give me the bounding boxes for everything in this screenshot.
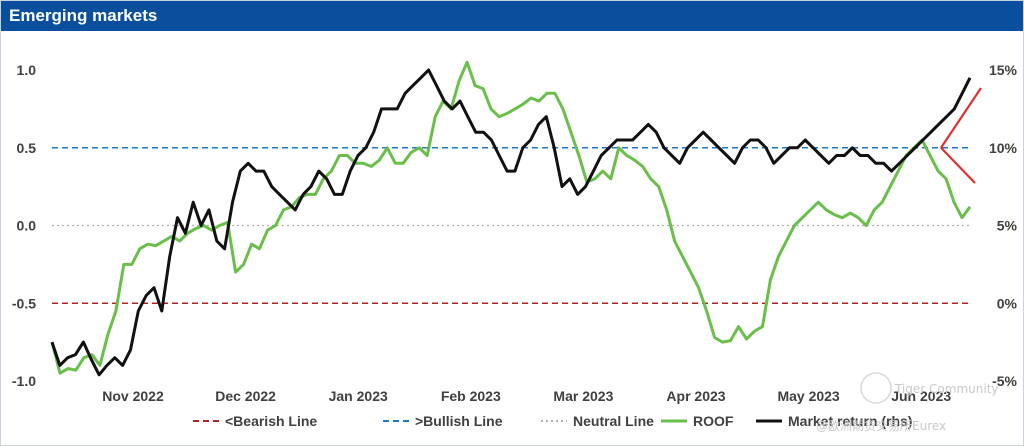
x-tick-label: Jan 2023 <box>329 388 388 404</box>
watermark-community: Tiger Community <box>894 382 999 396</box>
legend: <Bearish Line >Bullish Line Neutral Line RO… <box>193 413 912 429</box>
forecast-annotation <box>940 87 982 184</box>
reference-lines <box>52 146 972 305</box>
x-tick-label: Jun 2023 <box>891 388 951 404</box>
legend-label: <Bearish Line <box>225 413 317 429</box>
left-tick-label: 0.5 <box>17 140 37 156</box>
series-line-0 <box>50 60 972 375</box>
watermark: Tiger Community @欧洲期货交易所Eurex <box>816 372 999 433</box>
series-lines <box>50 60 972 377</box>
right-tick-label: 0% <box>997 295 1018 311</box>
legend-label: Neutral Line <box>573 413 654 429</box>
left-axis-ticks: 1.0 0.5 0.0 -0.5 -1.0 <box>12 62 36 389</box>
legend-label: ROOF <box>693 413 734 429</box>
x-tick-label: Feb 2023 <box>441 388 501 404</box>
legend-label: Market return (rhs) <box>788 413 912 429</box>
tiger-logo-icon <box>860 372 892 404</box>
series-line-1 <box>50 68 972 377</box>
left-tick-label: 1.0 <box>17 62 37 78</box>
right-tick-label: 10% <box>989 140 1018 156</box>
x-tick-label: Dec 2022 <box>215 388 276 404</box>
left-tick-label: -1.0 <box>12 373 36 389</box>
right-tick-label: 15% <box>989 62 1018 78</box>
title-bar: Emerging markets <box>1 1 1023 31</box>
x-tick-label: Nov 2022 <box>102 388 164 404</box>
forecast-down-line <box>940 146 976 184</box>
chart-title: Emerging markets <box>9 6 158 25</box>
right-axis-ticks: 15% 10% 5% 0% -5% <box>989 62 1018 389</box>
left-tick-label: 0.0 <box>17 218 37 234</box>
x-axis-ticks: Nov 2022 Dec 2022 Jan 2023 Feb 2023 Mar 2023… <box>102 388 951 404</box>
left-tick-label: -0.5 <box>12 295 36 311</box>
watermark-source: @欧洲期货交易所Eurex <box>816 418 946 433</box>
x-tick-label: Apr 2023 <box>666 388 725 404</box>
x-tick-label: May 2023 <box>777 388 839 404</box>
right-tick-label: -5% <box>992 373 1017 389</box>
x-tick-label: Mar 2023 <box>553 388 613 404</box>
right-tick-label: 5% <box>997 218 1018 234</box>
forecast-up-line <box>940 87 982 149</box>
legend-label: >Bullish Line <box>415 413 503 429</box>
